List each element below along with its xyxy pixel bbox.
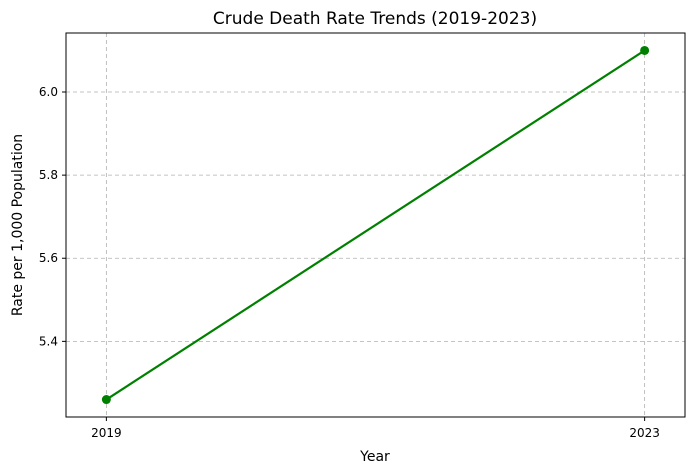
x-axis-label: Year: [359, 449, 390, 465]
y-tick-label: 5.6: [39, 251, 58, 265]
series-line: [105, 49, 646, 401]
y-tick-label: 5.4: [39, 334, 58, 348]
y-tick-label: 6.0: [39, 85, 58, 99]
x-tick-label: 2019: [91, 426, 122, 440]
y-tick-label: 5.8: [39, 168, 58, 182]
x-tick-label: 2023: [629, 426, 660, 440]
y-axis-label: Rate per 1,000 Population: [10, 134, 26, 316]
data-point: [640, 45, 650, 55]
series-layer: [101, 45, 650, 405]
grid-lines: [66, 33, 685, 417]
y-axis-ticks: 5.4 5.6 5.8 6.0: [39, 85, 66, 348]
plot-frame: [65, 32, 686, 418]
chart-title: Crude Death Rate Trends (2019-2023): [213, 9, 537, 29]
data-point: [101, 395, 111, 405]
x-axis-ticks: 2019 2023: [91, 417, 660, 440]
